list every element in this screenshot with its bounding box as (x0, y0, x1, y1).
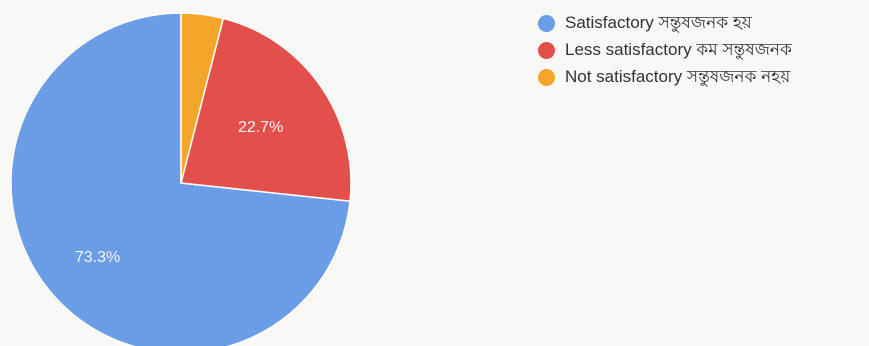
slice-label-satisfactory: 73.3% (75, 249, 120, 266)
legend-swatch-less-satisfactory (538, 42, 555, 59)
legend-label-less-satisfactory: Less satisfactory কম সন্তুষজনক (565, 39, 792, 59)
legend-item-satisfactory[interactable]: Satisfactory সন্তুষজনক হয় (538, 10, 792, 37)
pie-slice-less-satisfactory[interactable] (180, 17, 352, 202)
legend: Satisfactory সন্তুষজনক হয় Less satisfac… (538, 10, 792, 91)
legend-item-not-satisfactory[interactable]: Not satisfactory সন্তুষজনক নহয় (538, 64, 792, 91)
slice-label-less-satisfactory: 22.7% (238, 119, 283, 136)
legend-label-satisfactory: Satisfactory সন্তুষজনক হয় (565, 12, 752, 32)
legend-swatch-satisfactory (538, 15, 555, 32)
legend-label-not-satisfactory: Not satisfactory সন্তুষজনক নহয় (565, 66, 791, 86)
pie-slice-not-satisfactory[interactable] (180, 12, 225, 184)
legend-item-less-satisfactory[interactable]: Less satisfactory কম সন্তুষজনক (538, 37, 792, 64)
pie-chart: 73.3% 22.7% (10, 12, 352, 346)
legend-swatch-not-satisfactory (538, 69, 555, 86)
